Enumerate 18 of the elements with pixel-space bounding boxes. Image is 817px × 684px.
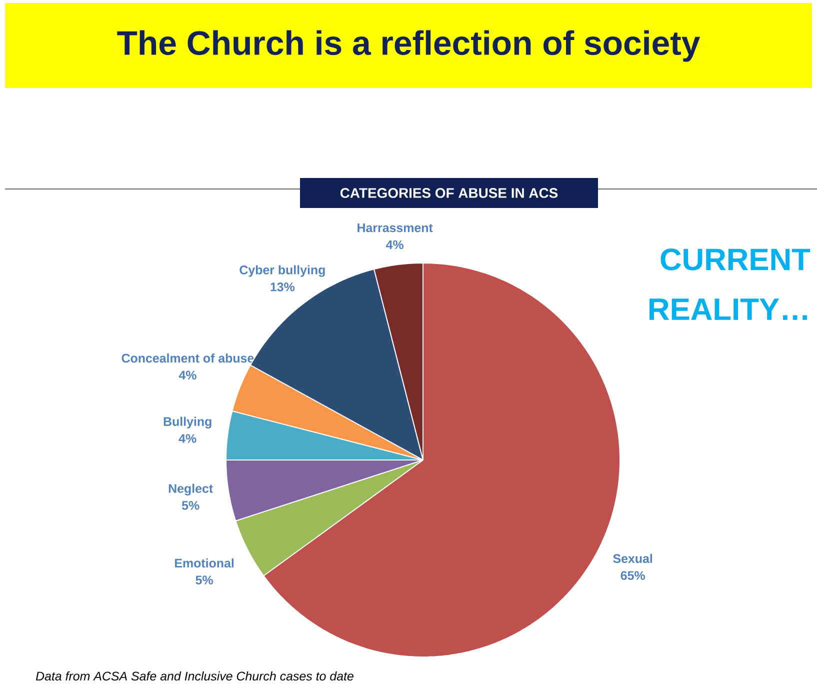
slice-label: Harrassment — [358, 224, 433, 232]
data-label: 4% — [178, 434, 196, 443]
data-label: 5% — [196, 576, 213, 584]
slice-label: Bullying — [164, 416, 212, 428]
chart-title: The Church is a reflection of society — [117, 30, 700, 62]
data-label: 5% — [182, 501, 200, 510]
data-label: 13% — [270, 282, 295, 292]
slice-label: Concealment of abuse — [122, 353, 254, 363]
text: Data from ACSA Safe and Inclusive Church cases to date — [36, 671, 354, 681]
slice-label: Sexual — [613, 554, 652, 563]
chart-subtitle: CATEGORIES OF ABUSE IN ACS — [340, 188, 558, 198]
slice-label: Emotional — [175, 558, 234, 568]
slice-label: Neglect — [168, 484, 213, 496]
slice-label: Cyber bullying — [240, 265, 325, 277]
data-label: 4% — [386, 240, 404, 250]
data-label: 65% — [620, 571, 645, 580]
data-label: 4% — [178, 370, 196, 380]
text: CURRENT REALITY… — [650, 248, 810, 320]
